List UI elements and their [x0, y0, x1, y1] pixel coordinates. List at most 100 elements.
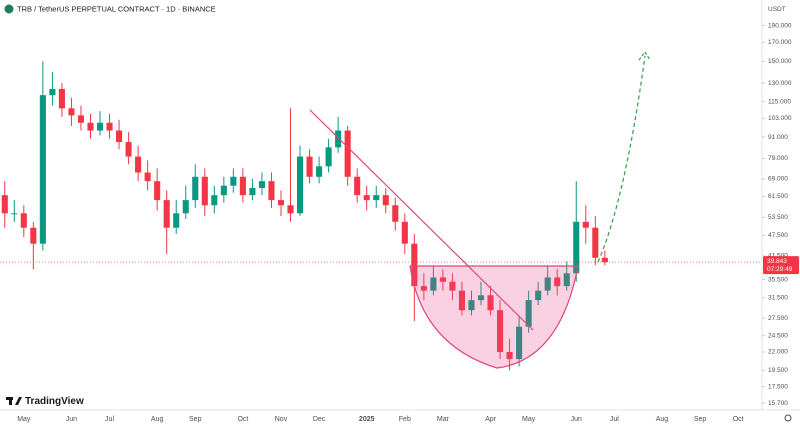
y-tick-label: 170.000	[768, 39, 792, 46]
candle-body	[497, 310, 504, 353]
candle-body	[249, 187, 256, 196]
candle-body	[525, 300, 532, 327]
candle-body	[77, 115, 85, 123]
x-tick-label: Mar	[437, 416, 450, 423]
candle-body	[87, 122, 94, 131]
candle-body	[506, 352, 513, 360]
projection-arrow	[597, 55, 646, 263]
candle-body	[154, 181, 161, 201]
x-tick-label: Jun	[571, 416, 582, 423]
candle-body	[535, 290, 542, 301]
y-tick-label: 190.000	[768, 22, 792, 29]
candle-body	[411, 243, 418, 287]
x-tick-label: Jul	[610, 416, 619, 423]
y-tick-label: 15.700	[768, 400, 788, 407]
chart-title: TRB / TetherUS PERPETUAL CONTRACT · 1D ·…	[17, 4, 216, 13]
candle-body	[477, 295, 485, 301]
y-tick-label: 19.500	[768, 367, 788, 374]
x-tick-label: Oct	[733, 416, 744, 423]
last-price-tag	[763, 256, 799, 275]
candle-body	[182, 200, 189, 214]
candle-body	[96, 122, 104, 131]
candle-body	[335, 130, 342, 148]
symbol-icon	[4, 4, 14, 14]
candles	[1, 25, 765, 404]
candle-body	[173, 213, 180, 228]
candle-body	[420, 286, 427, 291]
candle-body	[58, 88, 65, 109]
candle-body	[192, 176, 199, 201]
trend-line	[309, 109, 534, 331]
candle-body	[582, 221, 589, 228]
x-tick-label: Feb	[399, 416, 411, 423]
candle-body	[544, 277, 551, 291]
y-tick-label: 115.000	[768, 98, 791, 105]
candle-body	[354, 176, 361, 196]
candle-body	[344, 130, 351, 177]
x-tick-label: Sep	[189, 416, 202, 423]
logo-mark	[9, 397, 12, 405]
candle-body	[287, 205, 294, 214]
candle-body	[296, 156, 304, 214]
settings-icon[interactable]	[784, 414, 792, 422]
arrow-head	[638, 50, 651, 61]
y-tick-label: 103.000	[768, 115, 792, 122]
candle-body	[230, 176, 237, 186]
candle-body	[125, 142, 132, 157]
candle-body	[30, 227, 37, 244]
candle-body	[458, 290, 466, 311]
x-tick-label: Nov	[275, 416, 288, 423]
candle-body	[573, 221, 580, 274]
candle-body	[373, 195, 380, 201]
x-tick-label: Oct	[237, 416, 248, 423]
x-tick-label: Jun	[66, 416, 77, 423]
candle-body	[39, 95, 46, 244]
y-tick-label: 27.500	[768, 315, 788, 322]
cup-drawing	[409, 265, 579, 369]
candle-body	[1, 195, 8, 214]
y-tick-label: 69.000	[768, 176, 788, 183]
candle-body	[220, 185, 227, 196]
logo-mark	[15, 397, 22, 405]
candle-body	[449, 281, 456, 291]
candle-body	[401, 221, 408, 244]
candle-body	[563, 273, 570, 287]
x-tick-label: Jul	[105, 416, 114, 423]
candle-body	[277, 200, 285, 206]
y-tick-label: 79.000	[768, 155, 788, 162]
candle-body	[68, 108, 75, 116]
candle-body	[592, 227, 599, 258]
y-tick-label: 61.500	[768, 193, 788, 200]
countdown-label: 07:29:49	[767, 266, 793, 273]
candle-body	[316, 166, 323, 177]
currency-label: USDT	[768, 6, 786, 13]
y-tick-label: 91.000	[768, 134, 788, 141]
candle-body	[468, 300, 475, 311]
candle-body	[554, 277, 561, 287]
candle-body	[11, 213, 18, 215]
y-tick-label: 53.500	[768, 214, 788, 221]
candle-body	[306, 156, 313, 177]
candle-body	[258, 181, 265, 188]
x-tick-label: Apr	[485, 416, 497, 423]
y-tick-label: 35.500	[768, 276, 788, 283]
candle-body	[601, 257, 608, 263]
y-tick-label: 17.500	[768, 383, 788, 390]
y-tick-label: 31.500	[768, 294, 788, 301]
candle-body	[20, 213, 27, 228]
candle-body	[487, 295, 494, 311]
candle-body	[382, 195, 389, 206]
candle-body	[363, 195, 370, 201]
candle-body	[116, 130, 123, 143]
candle-body	[163, 200, 170, 228]
candle-body	[268, 181, 275, 201]
x-tick-label: May	[522, 416, 536, 423]
y-tick-label: 150.000	[768, 58, 792, 65]
x-tick-label: Dec	[313, 416, 326, 423]
candle-body	[325, 147, 332, 167]
x-tick-label: Aug	[151, 416, 164, 423]
candle-body	[430, 277, 437, 291]
y-tick-label: 130.000	[768, 80, 792, 87]
